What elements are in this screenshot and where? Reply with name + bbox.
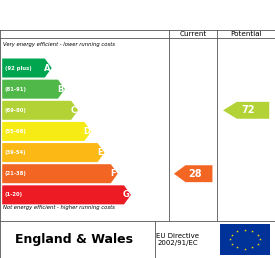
Text: E: E bbox=[97, 148, 103, 157]
Polygon shape bbox=[2, 59, 52, 78]
Text: EU Directive
2002/91/EC: EU Directive 2002/91/EC bbox=[156, 233, 199, 246]
Text: 28: 28 bbox=[188, 169, 202, 179]
Text: Potential: Potential bbox=[230, 31, 262, 37]
Text: England & Wales: England & Wales bbox=[15, 233, 133, 246]
Polygon shape bbox=[2, 122, 91, 141]
Text: Current: Current bbox=[180, 31, 207, 37]
Text: C: C bbox=[71, 106, 77, 115]
Text: 72: 72 bbox=[242, 105, 255, 115]
Text: Energy Efficiency Rating: Energy Efficiency Rating bbox=[8, 8, 192, 21]
Text: (69-80): (69-80) bbox=[5, 108, 27, 113]
Text: A: A bbox=[44, 63, 51, 72]
Polygon shape bbox=[2, 101, 78, 120]
Text: G: G bbox=[123, 190, 130, 199]
Text: B: B bbox=[57, 85, 64, 94]
Text: (21-38): (21-38) bbox=[5, 171, 27, 176]
Text: (1-20): (1-20) bbox=[5, 192, 23, 197]
Polygon shape bbox=[223, 102, 269, 119]
Text: D: D bbox=[83, 127, 90, 136]
Text: Very energy efficient - lower running costs: Very energy efficient - lower running co… bbox=[3, 42, 115, 47]
Text: (55-68): (55-68) bbox=[5, 129, 27, 134]
Text: (39-54): (39-54) bbox=[5, 150, 27, 155]
Bar bbox=[220, 224, 270, 255]
Text: F: F bbox=[111, 169, 116, 178]
Text: (92 plus): (92 plus) bbox=[5, 66, 32, 70]
Polygon shape bbox=[174, 165, 213, 182]
Polygon shape bbox=[2, 185, 131, 204]
Polygon shape bbox=[2, 143, 104, 162]
Text: Not energy efficient - higher running costs: Not energy efficient - higher running co… bbox=[3, 205, 115, 210]
Text: (81-91): (81-91) bbox=[5, 87, 27, 92]
Polygon shape bbox=[2, 80, 65, 99]
Polygon shape bbox=[2, 164, 118, 183]
